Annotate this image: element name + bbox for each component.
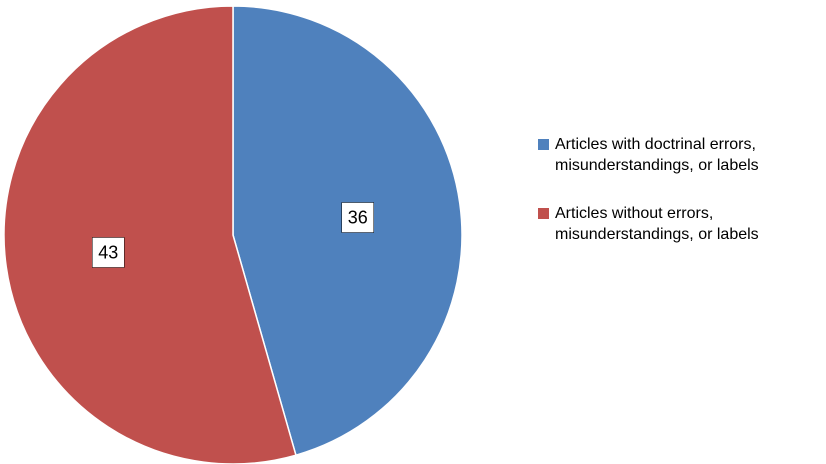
data-label-without-errors: 43 [92,237,125,268]
legend: Articles with doctrinal errors, misunder… [538,134,826,272]
data-label-with-errors: 36 [341,202,374,233]
data-label-text: 43 [98,242,118,262]
legend-item-without-errors: Articles without errors, misunderstandin… [538,203,826,245]
legend-swatch-with-errors [538,139,549,150]
data-label-box [92,237,125,268]
legend-swatch-without-errors [538,208,549,219]
pie-slice-without-errors [3,5,297,464]
data-label-box [341,202,374,233]
legend-item-with-errors: Articles with doctrinal errors, misunder… [538,134,826,176]
legend-label-with-errors: Articles with doctrinal errors, misunder… [555,136,759,174]
legend-label-without-errors: Articles without errors, misunderstandin… [555,205,759,243]
data-label-text: 36 [348,208,368,228]
